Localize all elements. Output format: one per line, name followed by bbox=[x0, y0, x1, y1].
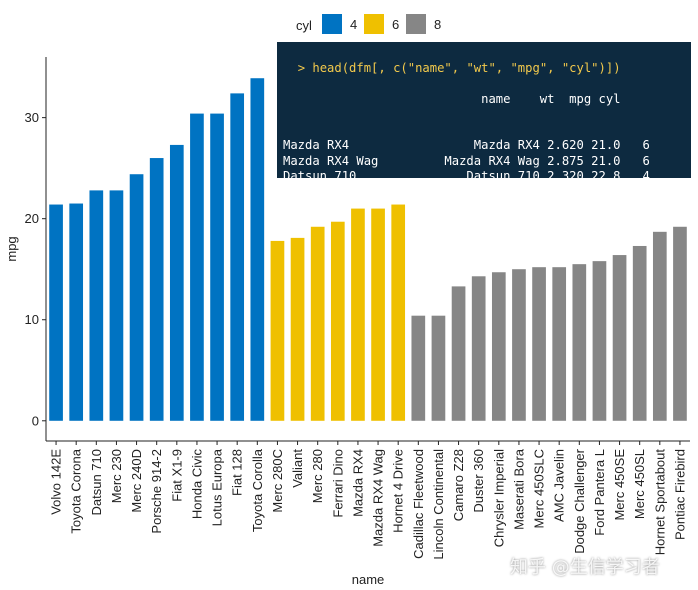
y-tick-label: 20 bbox=[25, 211, 39, 226]
bar bbox=[109, 190, 124, 421]
bar bbox=[632, 245, 647, 421]
bar bbox=[592, 261, 607, 421]
bar bbox=[149, 158, 164, 421]
bar bbox=[190, 113, 204, 421]
x-tick-label: Ferrari Dino bbox=[330, 449, 345, 518]
x-tick-label: AMC Javelin bbox=[552, 449, 567, 522]
bar bbox=[552, 267, 567, 421]
bar bbox=[89, 190, 104, 421]
console-command: > head(dfm[, c("name", "wt", "mpg", "cyl… bbox=[297, 61, 621, 76]
x-tick-label: Fiat X1-9 bbox=[169, 449, 184, 502]
x-tick-label: Fiat 128 bbox=[230, 449, 245, 496]
legend-swatch-8 bbox=[406, 14, 426, 34]
x-tick-label: Toyota Corona bbox=[69, 448, 84, 533]
x-tick-label: Chrysler Imperial bbox=[491, 449, 506, 547]
x-tick-label: Maserati Bora bbox=[511, 448, 526, 530]
legend-title: cyl bbox=[296, 18, 312, 33]
x-tick-label: Volvo 142E bbox=[49, 449, 64, 515]
x-tick-label: Valiant bbox=[290, 449, 305, 488]
x-tick-label: Porsche 914-2 bbox=[149, 449, 164, 534]
bar bbox=[471, 276, 486, 421]
console-rows: Mazda RX4 Mazda RX4 2.620 21.0 6 Mazda RX… bbox=[283, 138, 685, 178]
bar bbox=[612, 255, 627, 421]
bar bbox=[210, 113, 224, 421]
x-tick-label: Mazda RX4 Wag bbox=[371, 449, 386, 547]
legend: cyl 4 6 8 bbox=[296, 14, 441, 34]
console-row: Mazda RX4 Mazda RX4 2.620 21.0 6 bbox=[283, 138, 650, 153]
r-console-output: > head(dfm[, c("name", "wt", "mpg", "cyl… bbox=[277, 42, 691, 178]
bar bbox=[572, 264, 587, 421]
console-row: Datsun 710 Datsun 710 2.320 22.8 4 bbox=[283, 169, 650, 178]
bar bbox=[330, 221, 345, 421]
bar bbox=[391, 204, 406, 421]
legend-label-6: 6 bbox=[392, 17, 399, 32]
bar bbox=[290, 237, 305, 421]
x-tick-label: Merc 450SE bbox=[612, 449, 627, 521]
bar bbox=[69, 203, 84, 421]
bar bbox=[652, 231, 667, 421]
x-tick-label: Toyota Corolla bbox=[250, 448, 265, 532]
y-axis: 0 10 20 30 bbox=[25, 110, 46, 428]
bar bbox=[310, 226, 325, 421]
legend-swatch-6 bbox=[364, 14, 384, 34]
x-tick-label: Ford Pantera L bbox=[592, 449, 607, 536]
bar bbox=[49, 204, 63, 421]
x-tick-label: Merc 230 bbox=[109, 449, 124, 503]
x-tick-label: Hornet 4 Drive bbox=[391, 449, 406, 533]
bar bbox=[371, 208, 385, 421]
legend-label-4: 4 bbox=[350, 17, 357, 32]
x-tick-label: Cadillac Fleetwood bbox=[411, 449, 426, 559]
x-tick-label: Pontiac Firebird bbox=[672, 449, 687, 540]
bar bbox=[451, 286, 466, 421]
y-tick-label: 10 bbox=[25, 312, 39, 327]
bar bbox=[250, 78, 265, 421]
bar bbox=[491, 272, 506, 421]
bar bbox=[230, 93, 245, 421]
legend-swatch-4 bbox=[322, 14, 342, 34]
x-tick-labels: Volvo 142E Toyota Corona Datsun 710 Merc 23… bbox=[49, 441, 687, 560]
y-tick-label: 30 bbox=[25, 110, 39, 125]
x-tick-label: Lotus Europa bbox=[210, 448, 225, 526]
bars bbox=[49, 78, 687, 421]
x-tick-label: Dodge Challenger bbox=[572, 448, 587, 553]
bar bbox=[411, 315, 426, 421]
bar bbox=[431, 315, 446, 421]
x-tick-label: Mazda RX4 bbox=[350, 449, 365, 517]
x-tick-label: Merc 450SLC bbox=[532, 449, 547, 528]
console-header: name wt mpg cyl bbox=[283, 92, 621, 107]
bar bbox=[512, 269, 526, 421]
bar bbox=[673, 226, 687, 421]
x-tick-label: Merc 280 bbox=[310, 449, 325, 503]
x-tick-label: Merc 280C bbox=[270, 449, 285, 513]
bar bbox=[270, 240, 285, 421]
x-tick-label: Lincoln Continental bbox=[431, 449, 446, 560]
y-tick-label: 0 bbox=[32, 413, 39, 428]
watermark: 知乎 @生信学习者 bbox=[510, 557, 660, 578]
console-row: Mazda RX4 Wag Mazda RX4 Wag 2.875 21.0 6 bbox=[283, 153, 650, 168]
x-tick-label: Duster 360 bbox=[471, 449, 486, 513]
bar bbox=[129, 174, 144, 421]
legend-label-8: 8 bbox=[434, 17, 441, 32]
y-axis-title: mpg bbox=[4, 236, 19, 261]
bar bbox=[532, 267, 546, 421]
x-tick-label: Hornet Sportabout bbox=[652, 449, 667, 556]
x-tick-label: Datsun 710 bbox=[89, 449, 104, 516]
x-tick-label: Camaro Z28 bbox=[451, 449, 466, 521]
x-tick-label: Merc 240D bbox=[129, 449, 144, 513]
x-tick-label: Merc 450SL bbox=[632, 449, 647, 519]
x-axis-title: name bbox=[352, 572, 385, 587]
bar bbox=[351, 208, 365, 421]
x-tick-label: Honda Civic bbox=[189, 449, 204, 520]
bar bbox=[169, 144, 184, 421]
